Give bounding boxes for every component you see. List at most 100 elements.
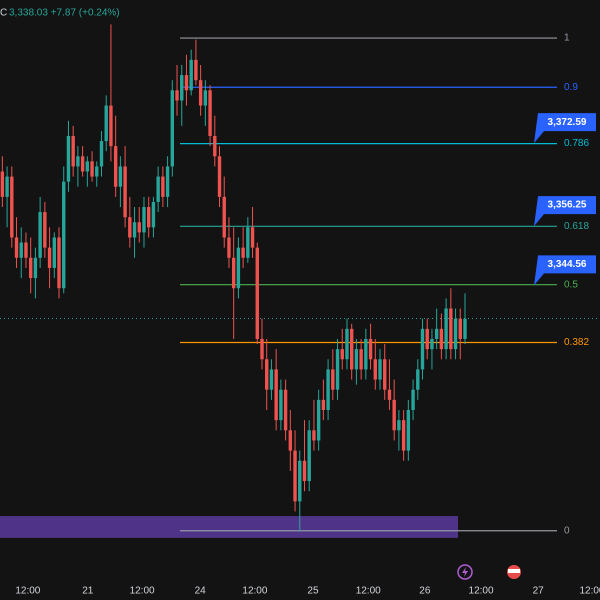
candle-body	[147, 207, 151, 228]
x-tick-label: 12:00	[15, 586, 40, 597]
candle-body	[434, 328, 439, 339]
candle-body	[99, 141, 104, 167]
candle-body	[137, 222, 141, 233]
callout-label: 3,344.56	[548, 259, 587, 270]
candle-body	[246, 227, 250, 258]
candle-body	[180, 75, 184, 101]
candle-body	[0, 171, 5, 197]
candle-body	[142, 207, 146, 233]
candle-body	[66, 135, 71, 182]
candle-body	[28, 257, 33, 279]
candle-body	[123, 166, 127, 218]
candle-body	[378, 359, 382, 380]
candle-body	[411, 389, 415, 411]
fib-label: 0.5	[564, 279, 578, 290]
quote: 3,338.03 +7.87 (+0.24%)	[9, 8, 120, 19]
candle-body	[373, 359, 377, 380]
candle-body	[420, 328, 425, 370]
candle-body	[118, 166, 123, 187]
callout-box	[534, 255, 596, 286]
x-tick-label: 12:00	[579, 586, 600, 597]
candle-body	[359, 349, 363, 370]
candle-body	[14, 237, 19, 258]
candle-body	[43, 212, 47, 248]
candle-body	[397, 420, 401, 431]
candle-body	[241, 247, 245, 258]
fib-label: 0.618	[564, 221, 589, 232]
fib-label: 0	[564, 525, 570, 536]
candle-body	[439, 328, 444, 350]
zone	[0, 516, 458, 538]
x-tick-label: 12:00	[469, 586, 494, 597]
x-tick-label: 12:00	[356, 586, 381, 597]
flag-stripe	[508, 569, 520, 573]
candle-body	[165, 166, 170, 197]
candle-body	[222, 196, 226, 238]
candle-body	[349, 328, 354, 370]
candle-body	[265, 359, 269, 390]
x-tick-label: 25	[307, 586, 319, 597]
candle-body	[170, 90, 175, 167]
candle-body	[274, 369, 278, 421]
candle-body	[463, 318, 467, 339]
candle-body	[453, 318, 458, 350]
candle-body	[364, 338, 368, 370]
candle-body	[449, 308, 453, 350]
candle-body	[392, 399, 396, 431]
candle-body	[260, 338, 264, 360]
candle-body	[47, 247, 52, 268]
flash-icon[interactable]	[457, 564, 473, 580]
candle-body	[354, 349, 359, 370]
candle-body	[236, 247, 241, 289]
candle-body	[283, 389, 288, 431]
candle-body	[175, 90, 179, 101]
candle-body	[279, 389, 283, 421]
candle-body	[104, 105, 108, 142]
candle-body	[307, 430, 311, 482]
candle-body	[444, 308, 448, 350]
fib-label: 0.9	[564, 82, 578, 93]
candle-body	[33, 257, 38, 279]
candle-body	[128, 217, 132, 238]
candle-body	[321, 399, 326, 411]
candle-body	[312, 430, 316, 441]
candle-body	[231, 257, 236, 289]
candle-body	[90, 161, 94, 177]
candle-body	[208, 90, 212, 136]
candle-body	[217, 156, 222, 197]
callout-label: 3,372.59	[548, 117, 587, 128]
candle-body	[189, 59, 193, 91]
candle-body	[387, 389, 392, 400]
candle-body	[95, 166, 99, 177]
candle-body	[255, 247, 259, 339]
candle-body	[113, 146, 118, 187]
fib-label: 0.382	[564, 337, 589, 348]
candle-body	[416, 369, 420, 390]
candle-body	[38, 212, 42, 258]
candle-body	[425, 328, 429, 350]
candle-body	[198, 80, 203, 106]
candle-body	[5, 176, 9, 197]
candle-body	[203, 90, 208, 106]
callout-box	[534, 196, 596, 227]
candle-body	[340, 349, 344, 360]
fib-label: 0.786	[564, 138, 589, 149]
x-tick-label: 24	[195, 586, 207, 597]
candle-body	[331, 369, 335, 390]
x-tick-label: 12:00	[130, 586, 155, 597]
candle-body	[62, 181, 66, 289]
candle-body	[52, 237, 56, 268]
candle-body	[19, 242, 23, 258]
candle-body	[194, 59, 198, 81]
candle-body	[368, 338, 373, 360]
symbol: C	[0, 8, 7, 19]
candle-body	[293, 450, 297, 502]
candle-body	[335, 349, 340, 390]
candle-body	[298, 460, 302, 502]
candle-body	[345, 328, 349, 360]
candle-body	[109, 105, 113, 147]
candle-body	[57, 237, 61, 289]
candle-body	[326, 369, 330, 411]
candle-body	[71, 135, 75, 167]
